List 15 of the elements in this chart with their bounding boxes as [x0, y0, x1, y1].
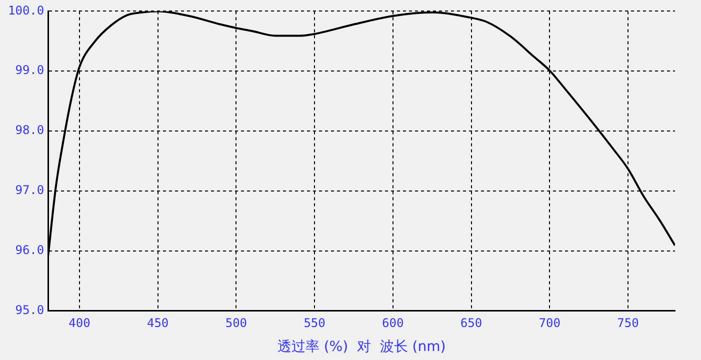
x-tick-label: 600 — [382, 316, 404, 330]
y-tick-label: 100.0 — [8, 3, 44, 18]
y-tick-label: 98.0 — [15, 123, 44, 138]
x-axis-title: 透过率 (%) 对 波长 (nm) — [277, 339, 446, 356]
y-tick-label: 97.0 — [15, 183, 44, 198]
x-tick-label: 550 — [304, 316, 326, 330]
x-tick-label: 400 — [68, 316, 90, 330]
x-tick-label: 650 — [460, 316, 482, 330]
y-tick-label: 99.0 — [15, 63, 44, 78]
y-tick-label: 95.0 — [15, 302, 44, 317]
x-tick-label: 750 — [617, 316, 639, 330]
x-tick-label: 500 — [225, 316, 248, 330]
x-tick-label: 450 — [146, 316, 169, 330]
y-tick-label: 96.0 — [15, 243, 44, 258]
x-tick-label: 700 — [538, 316, 560, 330]
